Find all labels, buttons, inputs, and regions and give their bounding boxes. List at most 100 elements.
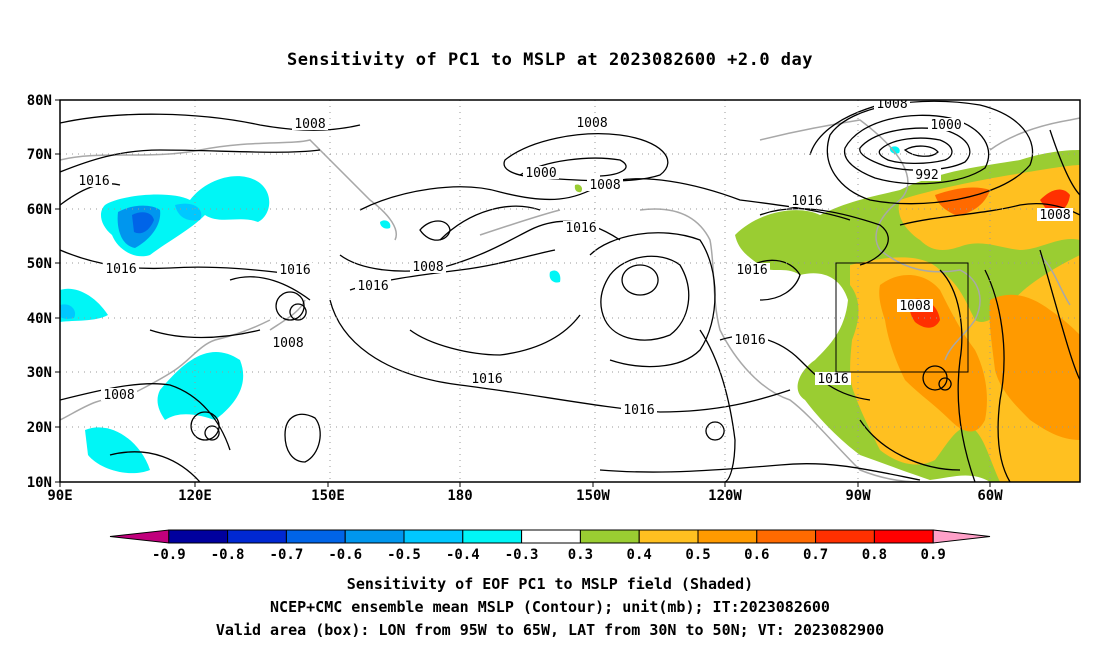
plot-frame (59, 99, 1081, 483)
contour-label-bg (103, 262, 139, 275)
contour-label-bg (815, 372, 851, 385)
contour-label-bg (76, 174, 112, 187)
colorbar-label: -0.4 (446, 547, 480, 563)
contour-label-bg (897, 299, 933, 312)
lon-tick-label: 120W (708, 488, 742, 504)
lon-tick-label: 150E (311, 488, 345, 504)
contour-label: 1008 (294, 117, 325, 132)
colorbar-swatch (285, 529, 346, 544)
colorbar-arrow-low (109, 529, 170, 544)
contour-label: 1016 (791, 194, 822, 209)
lat-tick-label: 30N (27, 365, 52, 381)
colorbar-swatch (579, 529, 640, 544)
shade-positive-orange3 (935, 187, 990, 215)
contour-label: 1008 (589, 178, 620, 193)
colorbar-label: 0.3 (568, 547, 593, 563)
colorbar-label: 0.7 (803, 547, 828, 563)
contour-label: 1008 (1039, 208, 1070, 223)
contour-label-bg (928, 118, 964, 131)
contour-labels: 1008 1008 1008 1000 1000 992 1016 1016 1016 1016 1… (76, 97, 1073, 418)
contour-label-bg (101, 388, 137, 401)
colorbar-label: -0.6 (328, 547, 362, 563)
contour-label-bg (469, 372, 505, 385)
contour-label: 1008 (899, 299, 930, 314)
contour-label: 1000 (930, 118, 961, 133)
contour-label-bg (874, 100, 910, 110)
contour-label-bg (277, 263, 313, 276)
sensitivity-shading (60, 146, 1080, 482)
contour-label-bg (1037, 208, 1073, 221)
colorbar-swatch (403, 529, 464, 544)
lat-tick-label: 60N (27, 202, 52, 218)
shade-positive-orange2 (989, 294, 1080, 440)
contour-label-bg (587, 178, 623, 191)
footer-line-2: NCEP+CMC ensemble mean MSLP (Contour); u… (270, 598, 830, 616)
contour-label-bg (270, 336, 306, 349)
lon-tick-label: 180 (447, 488, 472, 504)
colorbar-swatch (815, 529, 875, 544)
lat-tick-label: 50N (27, 256, 52, 272)
colorbar-swatch (462, 529, 523, 544)
contour-label: 1016 (734, 333, 765, 348)
contour-label-bg (913, 168, 941, 181)
contour-label: 1000 (525, 166, 556, 181)
gridlines (60, 100, 1080, 482)
contour-label-bg (563, 221, 599, 234)
colorbar-label: 0.6 (744, 547, 769, 563)
shade-negative-sea (85, 427, 150, 474)
lon-axis: 90E 120E 150E 180 150W 120W 90W 60W (47, 482, 1003, 504)
footer-line-3: Valid area (box): LON from 95W to 65W, L… (215, 621, 885, 639)
contour-label-bg (574, 116, 610, 129)
contour-label-bg (410, 260, 446, 273)
contour-label: 1008 (412, 260, 443, 275)
colorbar-swatch (344, 529, 405, 544)
contour-label: 1008 (876, 97, 907, 112)
colorbar-swatch (227, 529, 287, 544)
contour-label-bg (355, 279, 391, 292)
shade-positive-small (574, 184, 583, 193)
colorbar-swatch (697, 529, 758, 544)
shade-negative-west-core (60, 304, 76, 319)
contour-label: 1008 (103, 388, 134, 403)
lon-tick-label: 150W (576, 488, 610, 504)
colorbar-label: -0.3 (505, 547, 539, 563)
shade-positive-yellow-north (898, 165, 1080, 250)
colorbar-swatch (638, 529, 699, 544)
contour-label: 1008 (576, 116, 607, 131)
contour-label-bg (789, 194, 825, 207)
contour-label: 1016 (623, 403, 654, 418)
shade-negative-small3 (380, 220, 391, 229)
lat-tick-label: 20N (27, 420, 52, 436)
contour-label: 1016 (736, 263, 767, 278)
colorbar-swatch (873, 529, 934, 544)
shade-negative-asia-mid (175, 203, 202, 221)
contour-label-bg (292, 117, 328, 130)
colorbar-label: -0.9 (152, 547, 186, 563)
contour-label-bg (732, 333, 768, 346)
contour-label: 1008 (272, 336, 303, 351)
contour-label: 1016 (78, 174, 109, 189)
colorbar-label: 0.8 (862, 547, 887, 563)
contour-label-bg (621, 403, 657, 416)
contour-label: 1016 (471, 372, 502, 387)
contour-label: 1016 (279, 263, 310, 278)
lon-tick-label: 90E (47, 488, 72, 504)
lat-tick-label: 10N (27, 475, 52, 491)
colorbar-label: 0.9 (921, 547, 946, 563)
colorbar-arrow-high (932, 529, 991, 544)
lat-tick-label: 40N (27, 311, 52, 327)
colorbar-swatch (168, 529, 229, 544)
colorbar: -0.9 -0.8 -0.7 -0.6 -0.5 -0.4 -0.3 0.3 0.4 0.5 0.6… (109, 529, 991, 563)
colorbar-label: 0.4 (627, 547, 652, 563)
valid-area-box (835, 262, 969, 373)
shade-negative-small1 (549, 270, 561, 283)
shade-negative-sea2 (157, 351, 244, 420)
mslp-contours (60, 100, 1080, 482)
footer-line-1: Sensitivity of EOF PC1 to MSLP field (Sh… (346, 575, 754, 593)
colorbar-label: -0.7 (270, 547, 304, 563)
contour-label: 992 (915, 168, 938, 183)
colorbar-swatch (756, 529, 817, 544)
contour-label: 1016 (565, 221, 596, 236)
contour-label: 1016 (105, 262, 136, 277)
